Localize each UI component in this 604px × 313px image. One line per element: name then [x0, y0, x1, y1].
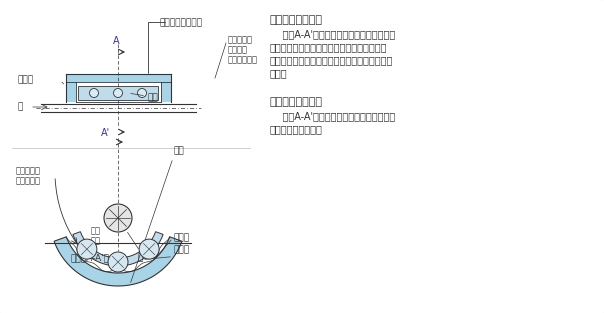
- Text: 外圈旋转时
的锁定方向: 外圈旋转时 的锁定方向: [16, 166, 41, 185]
- Text: 保持架: 保持架: [173, 246, 189, 254]
- Text: A': A': [101, 128, 110, 138]
- Circle shape: [138, 89, 147, 98]
- Text: 滚子: 滚子: [148, 94, 159, 102]
- Text: 截面A-A'中轴朝右旋转时，在弹簧的作用: 截面A-A'中轴朝右旋转时，在弹簧的作用: [270, 29, 395, 39]
- Bar: [65, 74, 76, 102]
- Circle shape: [108, 252, 128, 272]
- Text: 圈凸轮面进行空转。: 圈凸轮面进行空转。: [270, 124, 323, 134]
- Bar: [161, 74, 170, 102]
- Text: A: A: [113, 36, 120, 46]
- Text: 截面A-A'中轴朝左旋转时，滚子会离开外: 截面A-A'中轴朝左旋转时，滚子会离开外: [270, 111, 395, 121]
- Text: 锁定
自由: 锁定 自由: [91, 226, 101, 245]
- Text: （基于凸轮面与轴之间的榄形效果），从而驱动: （基于凸轮面与轴之间的榄形效果），从而驱动: [270, 55, 393, 65]
- Text: 锁定箭头的
刻印位置
（外圈旋转）: 锁定箭头的 刻印位置 （外圈旋转）: [228, 35, 258, 65]
- Circle shape: [89, 89, 98, 98]
- Text: 【离合器的空转】: 【离合器的空转】: [270, 97, 323, 107]
- Text: 轴: 轴: [18, 102, 24, 111]
- Bar: [78, 86, 158, 100]
- Circle shape: [139, 239, 159, 259]
- Circle shape: [77, 239, 97, 259]
- Text: 【离合器的啬合】: 【离合器的啬合】: [270, 15, 323, 25]
- Text: 保持架: 保持架: [18, 75, 34, 85]
- Circle shape: [104, 204, 132, 232]
- Text: （截面A-A'）: （截面A-A'）: [71, 253, 109, 262]
- Text: 外圈: 外圈: [173, 146, 184, 155]
- Text: 下滚子会与外圈的凸轮面啬合而进入锁定状态: 下滚子会与外圈的凸轮面啬合而进入锁定状态: [270, 42, 388, 52]
- Circle shape: [114, 89, 123, 98]
- Text: 轴: 轴: [138, 253, 143, 262]
- Polygon shape: [54, 237, 182, 286]
- Polygon shape: [73, 232, 163, 266]
- Text: 凸轮面: 凸轮面: [173, 233, 189, 243]
- Bar: [65, 74, 170, 82]
- Text: 外圈（冲压外圈）: 外圈（冲压外圈）: [160, 18, 203, 27]
- Text: 外圈。: 外圈。: [270, 68, 288, 78]
